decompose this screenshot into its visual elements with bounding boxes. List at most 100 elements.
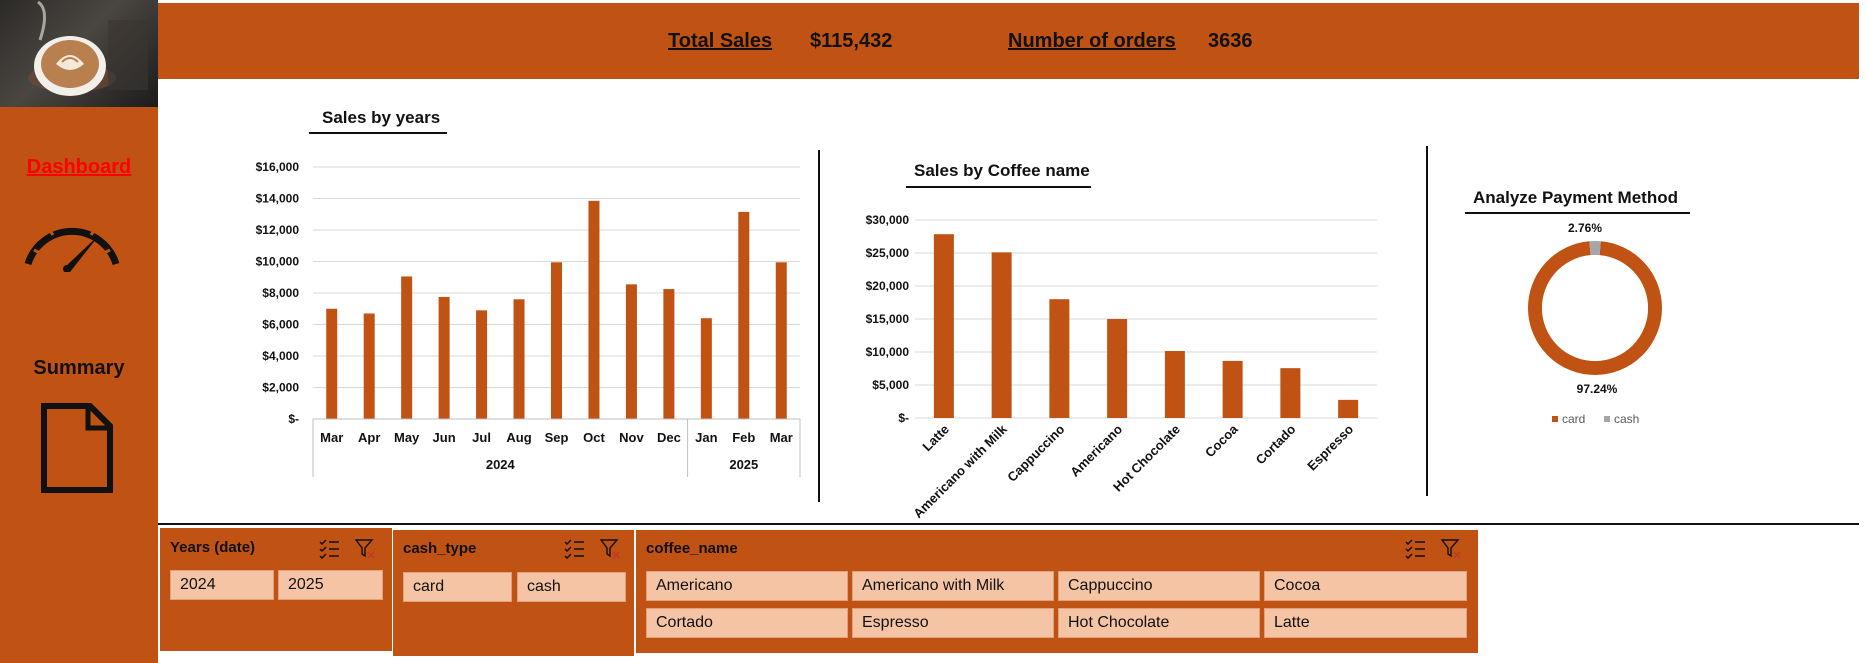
- y-tick-label: $10,000: [866, 345, 910, 359]
- y-tick-label: $25,000: [866, 246, 910, 260]
- slicer-item-cocoa[interactable]: Cocoa: [1264, 571, 1467, 601]
- bar: [513, 299, 525, 419]
- title-underline: [1465, 212, 1690, 214]
- multi-select-icon[interactable]: [563, 537, 585, 559]
- sales-by-years-chart: $- $2,000 $4,000 $6,000 $8,000 $10,000 $12,000…: [256, 160, 801, 477]
- bar: [588, 200, 600, 419]
- slicer-item-card[interactable]: card: [403, 572, 512, 602]
- bar: [476, 310, 488, 419]
- y-tick-label: $15,000: [866, 312, 910, 326]
- y-tick-label: $12,000: [256, 223, 300, 237]
- clear-filter-icon[interactable]: [354, 537, 376, 559]
- legend-label: cash: [1614, 412, 1639, 426]
- x-tick-label: May: [394, 430, 420, 445]
- slicer-item-cash[interactable]: cash: [517, 572, 626, 602]
- gauge-icon[interactable]: [20, 206, 124, 273]
- data-label: 2.76%: [1568, 221, 1602, 235]
- x-tick-label: Aug: [506, 430, 531, 445]
- bar: [738, 211, 750, 419]
- slicer-item-latte[interactable]: Latte: [1264, 608, 1467, 638]
- x-tick-label: Apr: [358, 430, 380, 445]
- total-sales-label: Total Sales: [668, 30, 773, 52]
- slicer-title: coffee_name: [646, 540, 738, 557]
- slicer-item-hot-chocolate[interactable]: Hot Chocolate: [1058, 608, 1260, 638]
- bar: [625, 284, 637, 419]
- y-tick-label: $10,000: [256, 255, 300, 269]
- x-tick-label: Latte: [919, 422, 952, 455]
- slicer-divider: [158, 523, 1859, 525]
- orders-label: Number of orders: [1008, 30, 1176, 52]
- x-tick-label: Americano: [1067, 421, 1125, 479]
- donut-slice: [1528, 241, 1662, 375]
- panel-divider: [818, 150, 820, 502]
- bar: [700, 318, 712, 419]
- x-tick-label: Oct: [583, 430, 605, 445]
- slicer-coffee-name: coffee_name Americano Americano with Mil…: [636, 530, 1478, 653]
- x-group-label: 2024: [486, 457, 516, 472]
- title-underline: [309, 132, 447, 134]
- bar: [991, 252, 1012, 418]
- bar: [1280, 368, 1301, 418]
- payment-method-chart: 2.76% 97.24% card cash: [1528, 221, 1662, 426]
- slicer-cash-type: cash_type card cash: [393, 530, 634, 656]
- clear-filter-icon[interactable]: [1440, 537, 1462, 559]
- legend-label: card: [1562, 412, 1585, 426]
- x-tick-label: Cocoa: [1202, 421, 1241, 460]
- slicer-title: Years (date): [170, 539, 256, 556]
- x-tick-label: Americano with Milk: [910, 421, 1010, 521]
- y-tick-label: $2,000: [262, 381, 299, 395]
- panel-divider: [1426, 146, 1428, 496]
- coffee-photo: [0, 0, 158, 107]
- slicer-item-2024[interactable]: 2024: [170, 570, 274, 600]
- x-tick-label: Cappuccino: [1004, 421, 1067, 484]
- bar: [551, 262, 562, 419]
- x-tick-label: Cortado: [1253, 421, 1299, 467]
- slicer-item-cappuccino[interactable]: Cappuccino: [1058, 571, 1260, 601]
- x-group-label: 2025: [729, 457, 758, 472]
- clear-filter-icon[interactable]: [599, 537, 621, 559]
- y-tick-label: $16,000: [256, 160, 300, 174]
- data-label: 97.24%: [1577, 382, 1618, 396]
- legend-swatch: [1552, 416, 1558, 422]
- bar: [326, 308, 338, 419]
- x-tick-label: Nov: [619, 430, 644, 445]
- slicer-item-americano[interactable]: Americano: [646, 571, 848, 601]
- multi-select-icon[interactable]: [1404, 537, 1426, 559]
- bar: [438, 296, 450, 419]
- y-tick-label: $8,000: [262, 286, 299, 300]
- total-sales-value: $115,432: [810, 30, 893, 52]
- y-tick-label: $4,000: [262, 349, 299, 363]
- sidebar: [0, 0, 158, 663]
- bar: [1049, 299, 1070, 418]
- bar: [1222, 360, 1243, 418]
- x-tick-label: Dec: [657, 430, 681, 445]
- y-tick-label: $14,000: [256, 192, 300, 206]
- nav-summary-link[interactable]: Summary: [33, 357, 125, 379]
- x-tick-label: Jun: [433, 430, 456, 445]
- slicer-title: cash_type: [403, 540, 477, 557]
- bar: [401, 276, 413, 419]
- slicer-item-2025[interactable]: 2025: [278, 570, 383, 600]
- nav-dashboard-link[interactable]: Dashboard: [26, 156, 132, 178]
- bar: [1107, 319, 1128, 418]
- y-tick-label: $20,000: [866, 279, 910, 293]
- bar: [775, 262, 787, 419]
- sales-by-years-title: Sales by years: [322, 108, 441, 127]
- slicer-item-espresso[interactable]: Espresso: [852, 608, 1054, 638]
- slicer-item-cortado[interactable]: Cortado: [646, 608, 848, 638]
- bar: [1164, 351, 1185, 418]
- payment-method-title: Analyze Payment Method: [1473, 188, 1678, 207]
- x-tick-label: Feb: [732, 430, 755, 445]
- y-tick-label: $6,000: [262, 318, 299, 332]
- y-tick-label: $-: [288, 412, 299, 426]
- x-tick-label: Mar: [320, 430, 343, 445]
- y-tick-label: $5,000: [872, 378, 909, 392]
- multi-select-icon[interactable]: [318, 537, 340, 559]
- y-tick-label: $30,000: [866, 213, 910, 227]
- bar: [663, 289, 675, 419]
- donut-slice: [1528, 241, 1662, 375]
- document-icon[interactable]: [40, 402, 114, 494]
- slicer-item-americano-with-milk[interactable]: Americano with Milk: [852, 571, 1054, 601]
- slicer-years: Years (date) 2024 2025: [160, 528, 392, 651]
- title-underline: [906, 186, 1091, 188]
